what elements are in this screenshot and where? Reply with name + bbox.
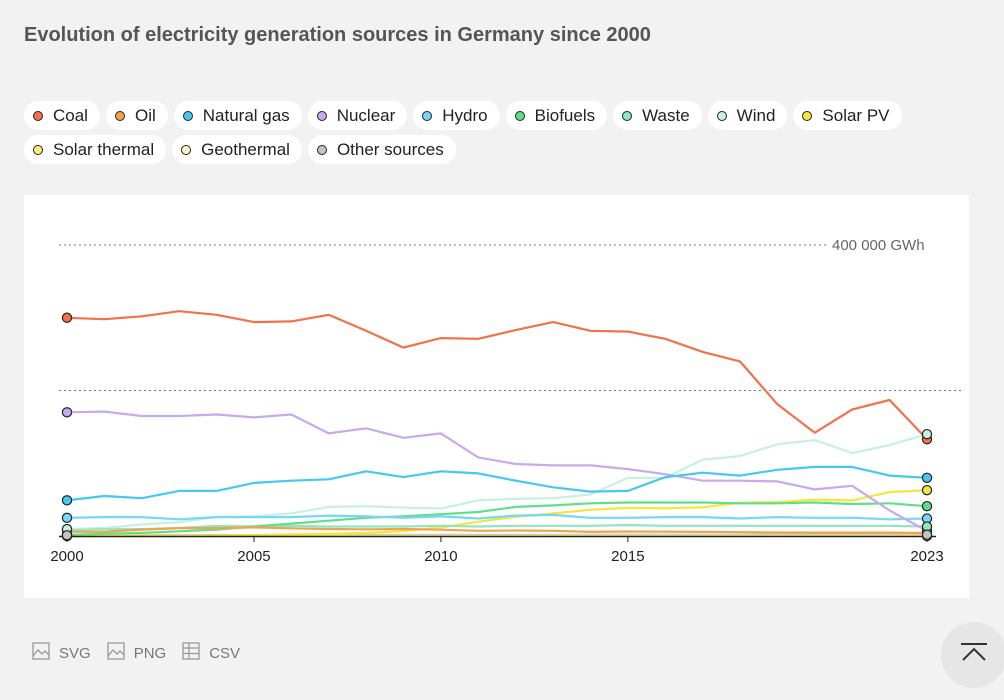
legend-item-waste[interactable]: Waste <box>613 101 702 130</box>
endpoint-marker-natural-gas <box>921 472 933 483</box>
legend-row: Coal Oil Natural gas Nuclear Hydro Biofu… <box>24 101 974 130</box>
legend-label: Oil <box>134 105 156 125</box>
legend-item-wind[interactable]: Wind <box>707 101 788 130</box>
x-tick-label: 2023 <box>910 548 943 565</box>
legend-dot-icon <box>316 144 327 155</box>
legend-label: Hydro <box>442 105 488 125</box>
endpoint-marker-natural-gas <box>61 495 73 506</box>
reference-line-label: 400 000 GWh <box>832 237 925 254</box>
chart-legend: Coal Oil Natural gas Nuclear Hydro Biofu… <box>24 101 974 169</box>
legend-item-hydro[interactable]: Hydro <box>413 101 500 130</box>
legend-item-solar-pv[interactable]: Solar PV <box>793 101 902 130</box>
legend-item-solar-thermal[interactable]: Solar thermal <box>24 135 167 164</box>
endpoint-marker-solar-pv <box>921 484 933 496</box>
image-icon <box>32 642 50 664</box>
legend-dot-icon <box>182 110 193 121</box>
endpoint-marker-coal <box>61 312 73 323</box>
legend-dot-icon <box>422 110 433 121</box>
legend-label: Other sources <box>336 139 444 159</box>
series-line-hydro <box>66 513 928 521</box>
chart-card: 400 000 GWh 2000 2005 2010 2015 2023 <box>24 195 969 598</box>
x-tick-label: 2000 <box>50 548 83 565</box>
endpoint-marker-biofuels <box>921 500 933 512</box>
legend-item-other-sources[interactable]: Other sources <box>307 135 456 164</box>
series-line-waste <box>66 524 928 532</box>
endpoint-marker-other-sources <box>61 530 73 541</box>
endpoint-marker-other-sources <box>921 529 933 540</box>
chevron-up-icon <box>960 642 988 669</box>
series-line-oil <box>66 526 928 535</box>
download-label: CSV <box>209 644 241 662</box>
scroll-to-top-button[interactable] <box>941 622 1004 688</box>
legend-label: Nuclear <box>336 105 396 125</box>
legend-label: Natural gas <box>202 105 290 125</box>
x-tick-label: 2015 <box>611 548 644 565</box>
series-line-solar-pv <box>66 489 928 538</box>
download-bar: SVG PNG CSV <box>32 642 240 664</box>
table-icon <box>182 642 200 664</box>
legend-item-geothermal[interactable]: Geothermal <box>172 135 302 164</box>
legend-dot-icon <box>622 110 633 121</box>
download-svg-button[interactable]: SVG <box>32 642 91 664</box>
endpoint-marker-hydro <box>61 512 73 524</box>
legend-dot-icon <box>33 144 43 155</box>
x-tick-label: 2005 <box>237 548 270 565</box>
download-png-button[interactable]: PNG <box>107 642 167 664</box>
series-line-coal <box>66 310 928 440</box>
series-line-nuclear <box>66 410 928 532</box>
page-title: Evolution of electricity generation sour… <box>24 24 651 46</box>
legend-dot-icon <box>33 110 43 121</box>
legend-item-biofuels[interactable]: Biofuels <box>505 101 608 130</box>
legend-label: Waste <box>642 105 690 125</box>
legend-label: Geothermal <box>201 139 290 159</box>
x-tick-label: 2010 <box>424 548 457 565</box>
legend-dot-icon <box>114 110 125 121</box>
series-line-natural-gas <box>66 465 928 502</box>
legend-label: Wind <box>736 105 776 125</box>
legend-row: Solar thermal Geothermal Other sources <box>24 135 974 164</box>
legend-label: Solar thermal <box>53 139 155 159</box>
line-chart: 400 000 GWh 2000 2005 2010 2015 2023 <box>50 237 961 565</box>
series-line-biofuels <box>66 501 928 536</box>
legend-label: Coal <box>53 105 88 125</box>
legend-dot-icon <box>802 110 813 121</box>
legend-label: Solar PV <box>822 105 890 125</box>
legend-dot-icon <box>514 110 525 121</box>
download-csv-button[interactable]: CSV <box>182 642 240 664</box>
legend-item-oil[interactable]: Oil <box>105 101 168 130</box>
series-line-wind <box>66 433 928 531</box>
endpoint-marker-wind <box>921 428 933 440</box>
legend-dot-icon <box>316 110 327 121</box>
legend-dot-icon <box>181 144 192 155</box>
legend-item-coal[interactable]: Coal <box>24 101 100 130</box>
legend-dot-icon <box>716 110 727 121</box>
image-icon <box>107 642 125 664</box>
legend-label: Biofuels <box>534 105 596 125</box>
download-label: PNG <box>133 644 167 662</box>
legend-item-natural-gas[interactable]: Natural gas <box>173 101 302 130</box>
download-label: SVG <box>59 644 91 662</box>
legend-item-nuclear[interactable]: Nuclear <box>307 101 408 130</box>
endpoint-marker-nuclear <box>61 407 73 418</box>
